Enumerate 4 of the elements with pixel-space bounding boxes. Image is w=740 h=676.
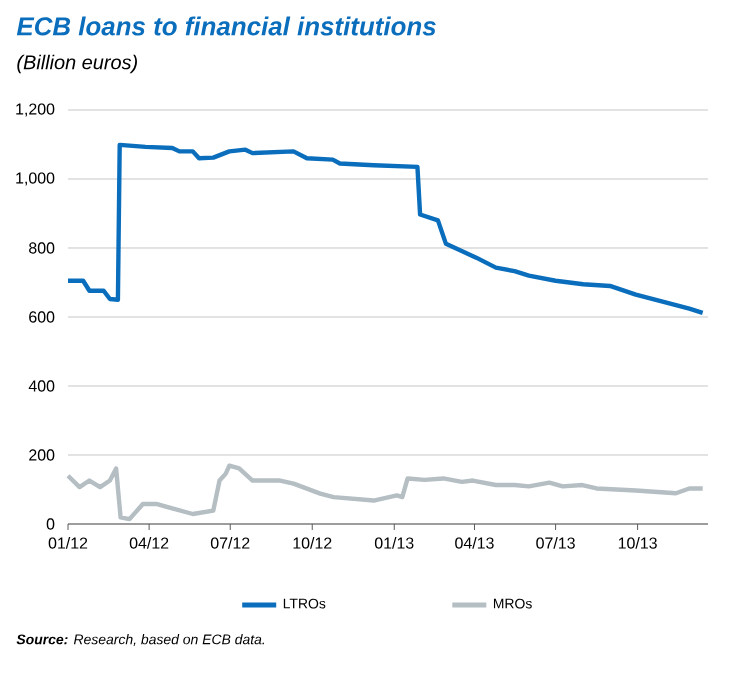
chart-subtitle: (Billion euros) bbox=[17, 54, 137, 74]
line-series bbox=[65, 463, 705, 522]
line-series bbox=[65, 142, 705, 316]
chart-title: ECB loans to financial institutions bbox=[16, 16, 436, 36]
